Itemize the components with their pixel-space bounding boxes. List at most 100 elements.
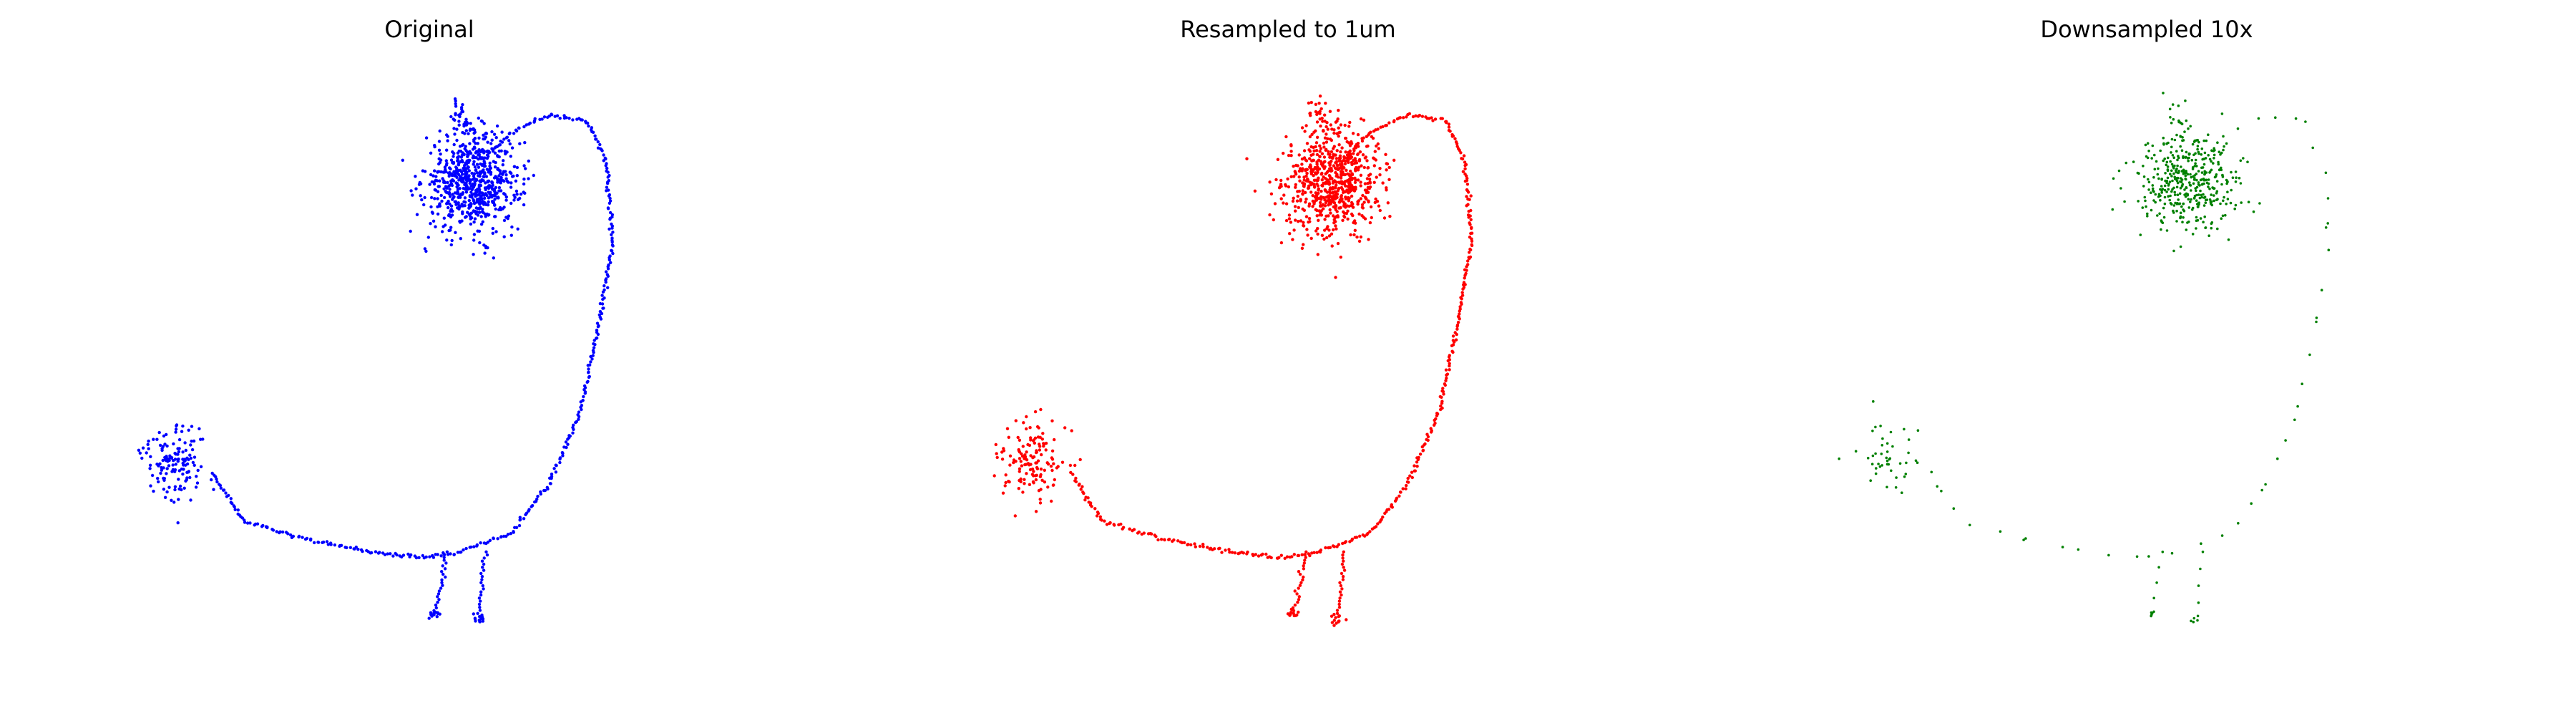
data-point bbox=[1323, 113, 1327, 117]
data-point bbox=[604, 270, 608, 274]
data-point bbox=[2193, 174, 2196, 177]
data-point bbox=[1322, 167, 1326, 170]
data-point bbox=[542, 115, 547, 119]
data-point bbox=[495, 191, 499, 195]
data-point bbox=[1070, 429, 1073, 432]
data-point bbox=[1228, 551, 1231, 554]
data-point bbox=[591, 130, 595, 134]
data-point bbox=[2177, 171, 2180, 175]
data-point bbox=[1024, 463, 1028, 466]
data-point bbox=[440, 581, 444, 584]
data-point bbox=[224, 491, 228, 495]
data-point bbox=[321, 541, 324, 544]
data-point bbox=[533, 500, 537, 504]
data-point bbox=[1350, 185, 1354, 189]
data-point bbox=[1037, 489, 1041, 493]
data-point bbox=[515, 193, 519, 196]
data-point bbox=[210, 478, 213, 482]
data-point bbox=[181, 450, 185, 454]
data-point bbox=[481, 163, 484, 166]
data-point bbox=[995, 452, 998, 455]
data-point bbox=[1324, 172, 1327, 175]
data-point bbox=[409, 189, 413, 193]
data-point bbox=[429, 205, 433, 209]
data-point bbox=[1342, 182, 1346, 186]
data-point bbox=[157, 430, 161, 435]
data-point bbox=[532, 120, 536, 124]
data-point bbox=[1321, 120, 1324, 123]
data-point bbox=[1321, 184, 1324, 188]
data-point bbox=[533, 117, 537, 120]
data-point bbox=[1309, 100, 1313, 105]
data-point bbox=[1372, 157, 1376, 160]
data-point bbox=[1284, 202, 1289, 205]
data-point bbox=[2207, 133, 2210, 136]
data-point bbox=[222, 488, 225, 492]
data-point bbox=[1328, 163, 1332, 167]
data-point bbox=[1312, 149, 1316, 153]
data-point bbox=[436, 595, 439, 599]
data-point bbox=[1361, 533, 1365, 537]
data-point bbox=[439, 554, 443, 558]
data-point bbox=[440, 199, 444, 203]
data-point bbox=[2162, 92, 2165, 95]
data-point bbox=[600, 294, 604, 297]
data-point bbox=[2160, 178, 2163, 180]
data-point bbox=[1156, 538, 1160, 542]
data-point bbox=[381, 551, 385, 555]
data-point bbox=[1279, 553, 1283, 557]
data-point bbox=[1287, 185, 1291, 189]
data-point bbox=[2107, 553, 2110, 557]
data-point bbox=[1268, 213, 1272, 217]
data-point bbox=[490, 130, 494, 134]
data-point bbox=[2180, 149, 2184, 152]
data-point bbox=[482, 211, 485, 215]
data-point bbox=[479, 593, 483, 597]
data-point bbox=[2220, 112, 2224, 115]
data-point bbox=[162, 476, 165, 480]
data-point bbox=[2168, 107, 2172, 111]
data-point bbox=[482, 122, 486, 125]
data-point bbox=[1337, 599, 1342, 603]
data-point bbox=[1293, 170, 1297, 173]
data-point bbox=[1463, 274, 1467, 277]
data-point bbox=[479, 157, 483, 160]
data-point bbox=[1455, 327, 1459, 331]
data-point bbox=[462, 548, 465, 552]
data-point bbox=[1033, 410, 1038, 414]
data-point bbox=[478, 609, 482, 612]
data-point bbox=[1036, 459, 1040, 463]
data-point bbox=[1460, 157, 1465, 161]
data-point bbox=[494, 215, 497, 218]
data-point bbox=[431, 553, 434, 558]
data-point bbox=[509, 532, 512, 536]
data-point bbox=[1084, 495, 1088, 499]
data-point bbox=[1323, 136, 1327, 140]
data-point bbox=[1465, 265, 1468, 268]
data-point bbox=[523, 141, 527, 145]
data-point bbox=[463, 120, 467, 124]
data-point bbox=[600, 302, 605, 306]
data-point bbox=[2169, 160, 2172, 163]
data-point bbox=[1306, 233, 1309, 237]
data-point bbox=[2208, 158, 2212, 161]
data-point bbox=[2195, 227, 2197, 230]
data-point bbox=[1324, 147, 1328, 151]
data-point bbox=[1370, 216, 1373, 220]
data-point bbox=[1407, 480, 1410, 484]
data-point bbox=[1294, 614, 1297, 617]
data-point bbox=[1303, 553, 1307, 556]
data-point bbox=[527, 159, 530, 163]
data-point bbox=[2197, 140, 2200, 144]
data-point bbox=[1363, 195, 1367, 199]
data-point bbox=[2189, 173, 2192, 176]
data-point bbox=[2179, 177, 2182, 180]
data-point bbox=[2170, 151, 2172, 154]
data-point bbox=[1416, 458, 1420, 461]
data-point bbox=[431, 174, 435, 178]
data-point bbox=[1176, 539, 1180, 543]
data-point bbox=[1140, 532, 1143, 536]
data-point bbox=[479, 581, 483, 584]
data-point bbox=[2229, 201, 2233, 205]
data-point bbox=[467, 175, 471, 178]
